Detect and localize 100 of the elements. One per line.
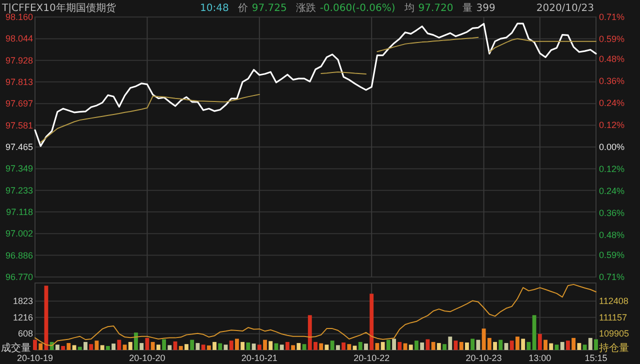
bar [392,338,396,350]
bar [515,336,520,350]
y-tick-label: 97.118 [6,206,33,217]
bar [380,342,385,350]
bar [436,343,441,350]
bar [408,344,413,350]
bar [476,340,480,350]
y2-tick-label: 0.24% [599,98,625,108]
bar [285,342,290,350]
x-tick-label: 15:15 [584,353,608,363]
x-tick-label: 20-10-21 [241,353,278,363]
bar [112,344,116,350]
bar [448,336,452,350]
y-tick-label: 96.770 [5,272,33,282]
y-tick-label: 97.697 [5,98,33,109]
y-axis-title: 成交量 [1,342,31,354]
bar [498,340,503,350]
bar [577,343,582,350]
y-tick-label: 97.928 [5,55,33,66]
y2-tick-label: 0.59% [599,250,625,260]
bar [510,340,514,350]
y2-tick-label: 0.48% [599,54,625,64]
y-tick-label: 97.465 [5,142,33,152]
bar [218,343,222,350]
bar [156,344,160,350]
y2-tick-label: 0.48% [599,230,625,240]
x-tick-label: 20-10-19 [16,353,54,363]
bar [229,340,234,350]
y2-tick-label: 0.36% [599,76,625,86]
bar [246,342,250,350]
text: 399 [476,3,496,14]
y-tick-label: 1216 [12,312,33,322]
y2-axis-title: 持仓量 [599,342,629,354]
x-tick-label: 20-10-22 [354,353,390,363]
line-series [34,22,597,147]
bar [168,345,172,350]
y-tick-label: 1823 [12,296,33,306]
line-series [34,284,596,346]
bar [201,344,206,350]
bar [212,342,216,350]
bar [84,342,88,350]
bar [375,343,380,350]
bar [554,344,559,350]
bar [162,339,166,350]
text: 均 [403,2,414,14]
bar [296,343,301,350]
bar [582,344,587,350]
bar [347,344,352,350]
bar [240,342,245,350]
bar [257,344,262,350]
y-tick-label: 97.813 [5,76,33,87]
bar [420,342,424,350]
bar [544,340,548,350]
bar [38,343,43,350]
text: 价 [236,2,248,14]
x-tick-label: 20-10-23 [466,353,502,363]
y2-tick-label: 111157 [599,312,628,322]
chart-title: T|CFFEX10年期国债期货 [1,2,116,14]
bar [252,344,256,350]
bar [398,342,402,350]
bar [521,338,526,350]
y2-tick-label: 0.36% [599,208,625,218]
bar [352,346,357,350]
y-tick-label: 97.349 [5,164,33,174]
text: -0.060(-0.06%) [320,3,396,14]
bar [55,344,60,350]
x-tick-label: 13:00 [528,353,552,363]
bar [319,343,324,350]
bar [465,342,469,350]
bar [560,342,564,350]
text: 涨跌 [296,2,316,14]
y-tick-label: 98.044 [5,34,33,44]
bar [140,343,144,350]
bar [117,340,122,350]
text: 2020/10/23 [536,3,594,14]
bar [566,340,570,350]
y2-tick-label: 0.12% [599,164,625,174]
bar [414,340,418,350]
bar [594,339,598,350]
bar [122,344,127,350]
bar [280,344,284,350]
bar [364,344,368,350]
bar [234,338,239,350]
bar [431,342,436,350]
bar [504,343,508,350]
bar [72,345,76,350]
bar [196,343,200,350]
y2-tick-label: 0.24% [599,186,625,196]
bar [94,340,99,350]
text: 量 [462,3,472,14]
y2-tick-label: 0.71% [599,272,625,282]
bar [572,338,576,350]
bar [145,338,150,350]
y2-tick-label: 0.00% [599,142,625,152]
bar [291,345,296,350]
bar [224,344,228,350]
bar [330,340,334,350]
bar [61,346,66,350]
bar [106,346,110,350]
bar [128,342,132,350]
